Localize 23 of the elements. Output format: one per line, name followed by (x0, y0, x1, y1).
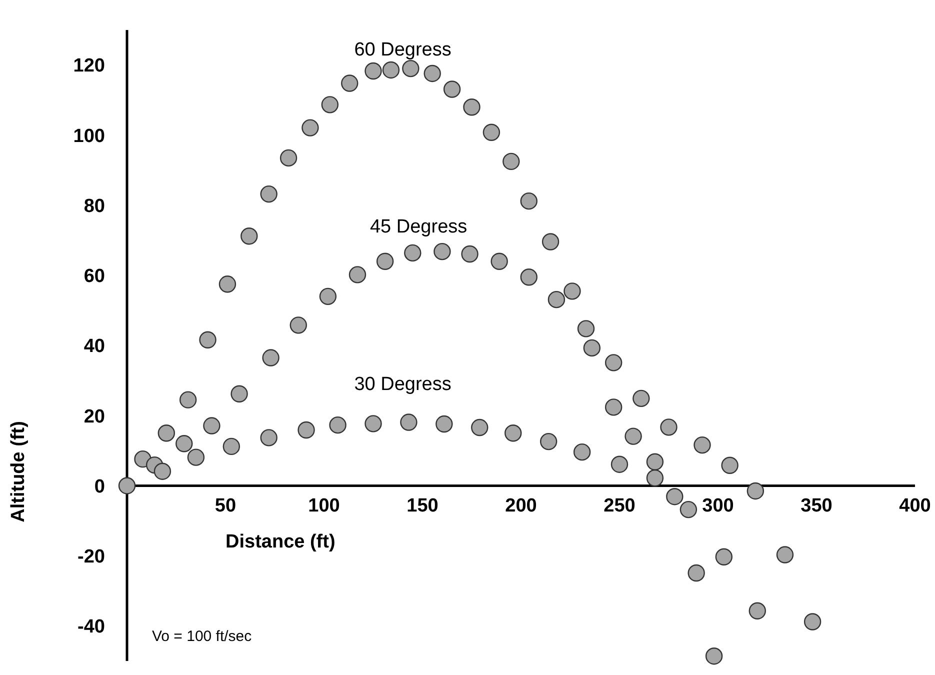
x-tick-label: 400 (899, 496, 931, 517)
x-tick-label: 250 (604, 496, 636, 517)
y-tick-label: 0 (94, 476, 105, 498)
x-tick-label: 300 (702, 496, 734, 517)
x-axis-title: Distance (ft) (226, 532, 336, 553)
y-tick-label: -40 (78, 616, 105, 638)
y-tick-label: 60 (84, 266, 105, 288)
y-tick-label: 40 (84, 336, 105, 358)
y-tick-label: 120 (73, 56, 105, 77)
x-tick-label: 200 (505, 496, 537, 517)
x-tick-label: 50 (214, 496, 236, 517)
x-tick-label: 100 (308, 496, 340, 517)
y-axis-title: Altitude (ft) (8, 421, 29, 522)
annotation: 45 Degress (370, 216, 468, 238)
x-tick-label: 350 (800, 496, 832, 517)
annotation: Vo = 100 ft/sec (152, 628, 252, 645)
y-tick-label: -20 (78, 546, 105, 568)
annotation: 60 Degress (354, 40, 452, 61)
y-tick-label: 100 (73, 126, 105, 147)
annotation: 30 Degress (354, 374, 452, 396)
x-tick-label: 150 (406, 496, 438, 517)
y-tick-label: 80 (84, 196, 105, 217)
y-tick-label: 20 (84, 406, 105, 428)
